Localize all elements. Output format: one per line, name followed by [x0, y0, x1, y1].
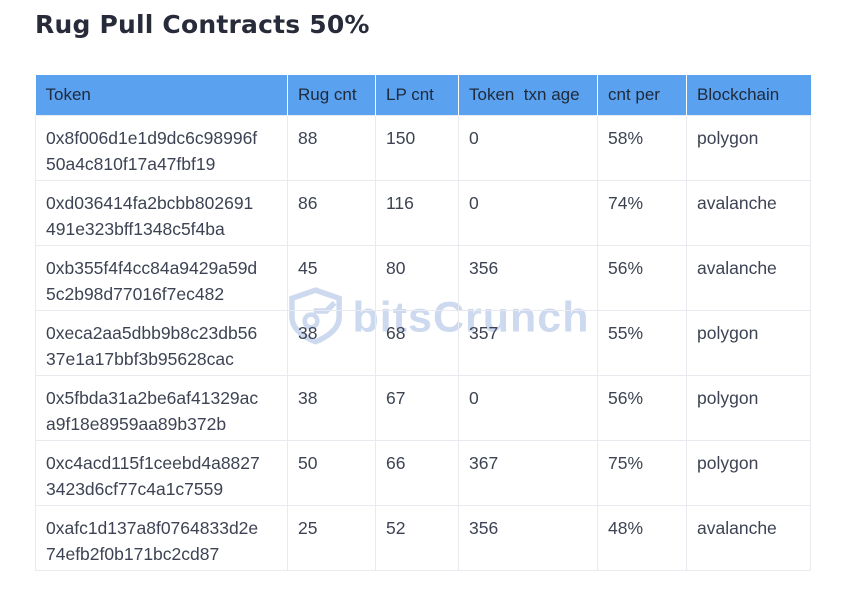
- table-container: bitsCrunch Token Rug cnt LP cnt Token tx…: [35, 75, 811, 571]
- table-header-row: Token Rug cnt LP cnt Token txn age cnt p…: [35, 75, 811, 116]
- header-cell-rug-cnt: Rug cnt: [287, 75, 376, 116]
- table-row: 0xc4acd115f1ceebd4a88273423d6cf77c4a1c75…: [35, 440, 811, 506]
- cell-token-txn-age: 0: [458, 180, 598, 246]
- cell-token-txn-age: 357: [458, 310, 598, 376]
- cell-lp-cnt: 52: [375, 505, 459, 571]
- rug-pull-table: Token Rug cnt LP cnt Token txn age cnt p…: [35, 75, 811, 571]
- cell-token: 0xc4acd115f1ceebd4a88273423d6cf77c4a1c75…: [35, 440, 288, 506]
- table-row: 0x8f006d1e1d9dc6c98996f50a4c810f17a47fbf…: [35, 115, 811, 181]
- header-cell-token: Token: [35, 75, 288, 116]
- cell-lp-cnt: 116: [375, 180, 459, 246]
- cell-token: 0xd036414fa2bcbb802691491e323bff1348c5f4…: [35, 180, 288, 246]
- cell-cnt-per: 56%: [597, 375, 687, 441]
- cell-rug-cnt: 38: [287, 375, 376, 441]
- cell-blockchain: polygon: [686, 375, 811, 441]
- cell-token-txn-age: 356: [458, 505, 598, 571]
- cell-lp-cnt: 68: [375, 310, 459, 376]
- header-cell-cnt-per: cnt per: [597, 75, 687, 116]
- cell-cnt-per: 74%: [597, 180, 687, 246]
- cell-cnt-per: 75%: [597, 440, 687, 506]
- cell-token-txn-age: 356: [458, 245, 598, 311]
- cell-blockchain: polygon: [686, 310, 811, 376]
- table-row: 0xeca2aa5dbb9b8c23db5637e1a17bbf3b95628c…: [35, 310, 811, 376]
- cell-lp-cnt: 67: [375, 375, 459, 441]
- cell-blockchain: avalanche: [686, 505, 811, 571]
- cell-rug-cnt: 45: [287, 245, 376, 311]
- cell-cnt-per: 58%: [597, 115, 687, 181]
- cell-token-txn-age: 367: [458, 440, 598, 506]
- cell-lp-cnt: 80: [375, 245, 459, 311]
- cell-cnt-per: 55%: [597, 310, 687, 376]
- cell-blockchain: polygon: [686, 440, 811, 506]
- table-row: 0x5fbda31a2be6af41329aca9f18e8959aa89b37…: [35, 375, 811, 441]
- cell-token: 0x8f006d1e1d9dc6c98996f50a4c810f17a47fbf…: [35, 115, 288, 181]
- header-cell-blockchain: Blockchain: [686, 75, 811, 116]
- table-row: 0xafc1d137a8f0764833d2e74efb2f0b171bc2cd…: [35, 505, 811, 571]
- page-title: Rug Pull Contracts 50%: [35, 10, 370, 39]
- cell-lp-cnt: 150: [375, 115, 459, 181]
- header-cell-token-txn-age: Token txn age: [458, 75, 598, 116]
- cell-cnt-per: 48%: [597, 505, 687, 571]
- table-row: 0xb355f4f4cc84a9429a59d5c2b98d77016f7ec4…: [35, 245, 811, 311]
- cell-rug-cnt: 50: [287, 440, 376, 506]
- cell-rug-cnt: 88: [287, 115, 376, 181]
- cell-token: 0xafc1d137a8f0764833d2e74efb2f0b171bc2cd…: [35, 505, 288, 571]
- header-cell-lp-cnt: LP cnt: [375, 75, 459, 116]
- cell-rug-cnt: 38: [287, 310, 376, 376]
- cell-cnt-per: 56%: [597, 245, 687, 311]
- cell-lp-cnt: 66: [375, 440, 459, 506]
- cell-blockchain: polygon: [686, 115, 811, 181]
- cell-rug-cnt: 86: [287, 180, 376, 246]
- cell-token: 0xb355f4f4cc84a9429a59d5c2b98d77016f7ec4…: [35, 245, 288, 311]
- cell-blockchain: avalanche: [686, 245, 811, 311]
- cell-blockchain: avalanche: [686, 180, 811, 246]
- cell-token: 0xeca2aa5dbb9b8c23db5637e1a17bbf3b95628c…: [35, 310, 288, 376]
- cell-token-txn-age: 0: [458, 115, 598, 181]
- table-row: 0xd036414fa2bcbb802691491e323bff1348c5f4…: [35, 180, 811, 246]
- cell-token-txn-age: 0: [458, 375, 598, 441]
- cell-rug-cnt: 25: [287, 505, 376, 571]
- cell-token: 0x5fbda31a2be6af41329aca9f18e8959aa89b37…: [35, 375, 288, 441]
